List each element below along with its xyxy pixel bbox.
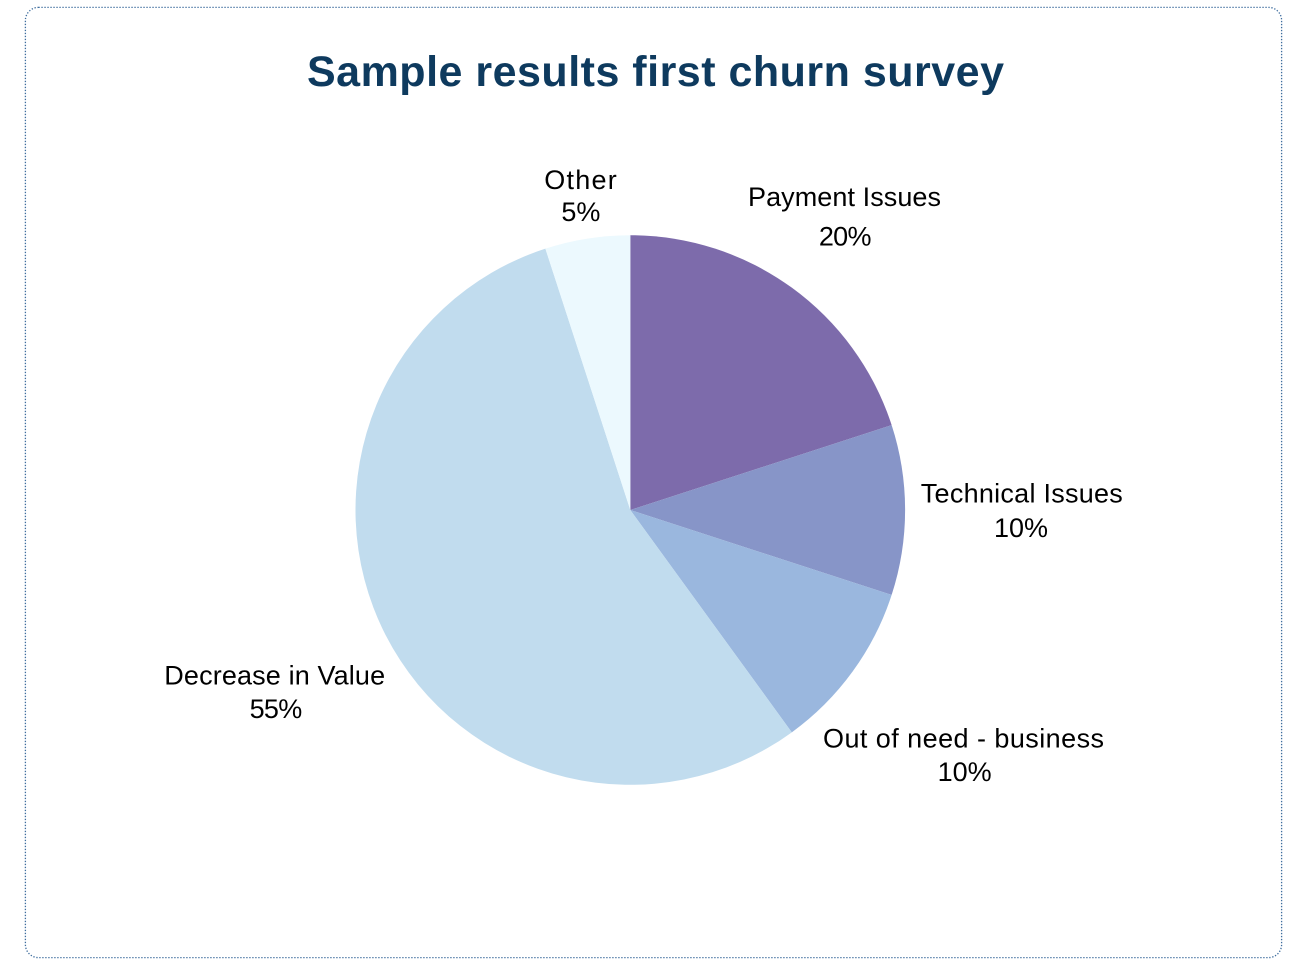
svg-text:Sample results first churn sur: Sample results first churn survey bbox=[307, 48, 1004, 96]
svg-text:5%: 5% bbox=[561, 197, 600, 227]
svg-text:10%: 10% bbox=[938, 757, 992, 787]
svg-text:Other: Other bbox=[544, 165, 617, 195]
svg-text:55%: 55% bbox=[250, 694, 303, 724]
svg-text:10%: 10% bbox=[994, 513, 1048, 543]
svg-text:Decrease in Value: Decrease in Value bbox=[164, 661, 385, 691]
svg-text:Payment Issues: Payment Issues bbox=[748, 182, 941, 212]
svg-text:Technical Issues: Technical Issues bbox=[921, 479, 1123, 509]
svg-text:20%: 20% bbox=[819, 221, 872, 251]
svg-text:Out of need - business: Out of need - business bbox=[823, 724, 1104, 754]
